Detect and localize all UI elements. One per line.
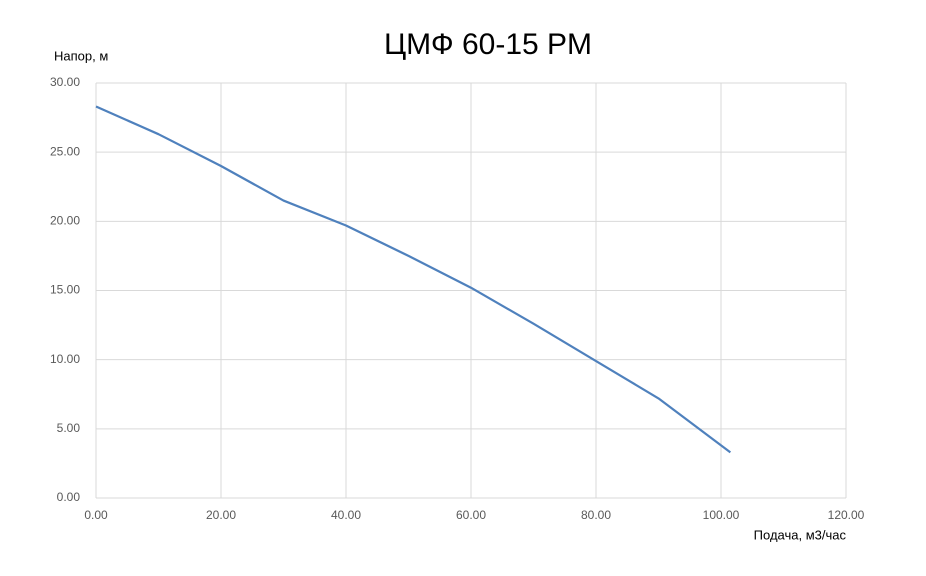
x-tick-label: 40.00	[331, 508, 361, 522]
x-tick-label: 80.00	[581, 508, 611, 522]
x-tick-label: 100.00	[703, 508, 740, 522]
x-tick-label: 20.00	[206, 508, 236, 522]
y-tick-label: 30.00	[50, 75, 80, 89]
y-tick-label: 0.00	[57, 490, 81, 504]
y-tick-label: 5.00	[57, 421, 81, 435]
y-tick-label: 25.00	[50, 144, 80, 158]
y-tick-label: 15.00	[50, 283, 80, 297]
x-axis-title: Подача, м3/час	[754, 527, 847, 542]
x-tick-label: 120.00	[828, 508, 865, 522]
y-axis-title: Напор, м	[54, 48, 108, 63]
x-tick-label: 60.00	[456, 508, 486, 522]
x-tick-label: 0.00	[84, 508, 108, 522]
chart-title: ЦМФ 60-15 PM	[384, 28, 592, 61]
y-tick-label: 10.00	[50, 352, 80, 366]
y-tick-label: 20.00	[50, 214, 80, 228]
data-line	[95, 105, 732, 454]
